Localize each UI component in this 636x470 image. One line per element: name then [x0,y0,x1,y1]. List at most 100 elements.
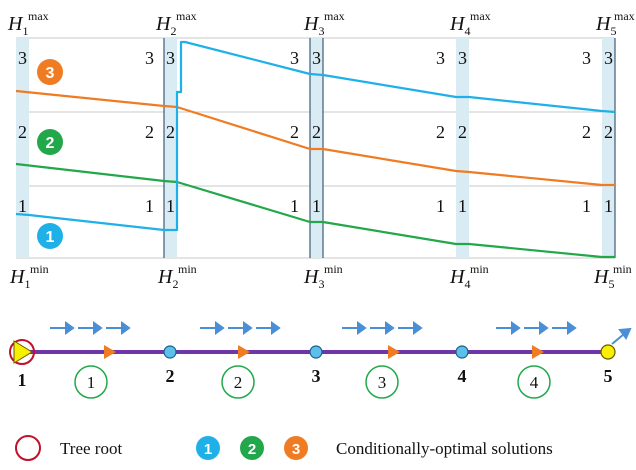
level-1-col4a: 1 [436,196,445,216]
direction-arrow-2 [238,345,250,359]
flow-arrows-seg3 [342,321,423,335]
h5-max-sup: max [614,9,635,23]
level-1-col3b: 1 [312,196,321,216]
level-2-col2b: 2 [166,122,175,142]
level-3-col2a: 3 [145,48,154,68]
level-2-col5b: 2 [604,122,613,142]
badge-blue-circle [37,223,63,249]
h1-max-label: H1 [7,13,28,38]
node-4 [455,345,469,359]
h5-min-sup: min [613,262,632,276]
flow-arrows-seg2 [200,321,281,335]
segment-labels: 1 2 3 4 [74,365,551,399]
direction-arrow-4 [532,345,544,359]
legend: Tree root 1 2 3 Conditionally-optimal so… [15,435,553,461]
stage-column-4 [456,38,469,258]
level-3-col4b: 3 [458,48,467,68]
segment-label-2: 2 [234,373,243,392]
segment-circle-2 [221,365,255,399]
level-3-col2b: 3 [166,48,175,68]
h-min-labels: H1 min H2 min H3 min H4 min H5 min [9,262,632,291]
h2-min-sup: min [178,262,197,276]
h5-min-label: H5 [593,266,614,291]
h4-min-label: H4 [449,266,470,291]
flow-arrows-seg1 [50,321,131,335]
level-3-col3b: 3 [312,48,321,68]
badge-green-circle [37,129,63,155]
node-3 [309,345,323,359]
stage-column-5 [602,38,615,258]
segment-label-1: 1 [87,373,96,392]
root-circle [9,339,35,365]
path-nodes [9,339,616,365]
legend-badge-1 [196,436,220,460]
node-5 [600,344,616,360]
h3-min-sup: min [324,262,343,276]
h4-max-label: H4 [449,13,470,38]
level-1-col3a: 1 [290,196,299,216]
badge-blue-label: 1 [46,229,55,246]
level-1-col5a: 1 [582,196,591,216]
h3-max-sup: max [324,9,345,23]
badge-orange-circle [37,59,63,85]
node-label-4: 4 [458,366,467,386]
node-labels: 1 2 3 4 5 [18,366,613,390]
legend-badge-1-label: 1 [204,441,212,458]
solution-line-orange [15,89,615,187]
level-2-col1: 2 [18,122,27,142]
level-2-col3a: 2 [290,122,299,142]
h-max-labels: H1 max H2 max H3 max H4 max H5 max [7,9,635,38]
level-2-col4b: 2 [458,122,467,142]
flow-arrows [50,321,632,345]
level-numbers: 3 2 1 3 3 2 2 1 1 3 3 2 2 1 1 3 3 2 2 1 … [18,48,613,216]
legend-badge-2-label: 2 [248,441,256,458]
badge-green-label: 2 [46,135,55,152]
level-1-col1: 1 [18,196,27,216]
level-3-col1: 3 [18,48,27,68]
h2-max-sup: max [176,9,197,23]
legend-badge-3 [284,436,308,460]
legend-tree-root-icon [15,435,41,461]
level-2-col5a: 2 [582,122,591,142]
level-3-col4a: 3 [436,48,445,68]
h4-max-sup: max [470,9,491,23]
line-badges: 3 2 1 [37,59,63,249]
h2-min-label: H2 [157,266,178,291]
direction-arrow-3 [388,345,400,359]
root-play-icon [13,340,33,364]
h1-min-sup: min [30,262,49,276]
legend-solutions-label: Conditionally-optimal solutions [336,439,553,458]
h3-max-label: H3 [303,13,324,38]
level-1-col5b: 1 [604,196,613,216]
h1-min-label: H1 [9,266,30,291]
level-1-col2b: 1 [166,196,175,216]
solution-line-blue [15,40,616,232]
level-1-col2a: 1 [145,196,154,216]
segment-circle-4 [517,365,551,399]
h2-max-label: H2 [155,13,176,38]
level-2-col3b: 2 [312,122,321,142]
direction-arrow-1 [104,345,116,359]
node-label-2: 2 [166,366,175,386]
direction-arrows [104,345,544,359]
segment-circle-3 [365,365,399,399]
h3-min-label: H3 [303,266,324,291]
level-3-col5b: 3 [604,48,613,68]
legend-badge-3-label: 3 [292,441,300,458]
level-1-col4b: 1 [458,196,467,216]
exit-arrow [611,327,632,345]
legend-badge-2 [240,436,264,460]
node-label-5: 5 [604,366,613,386]
h1-max-sup: max [28,9,49,23]
level-2-col4a: 2 [436,122,445,142]
level-3-col3a: 3 [290,48,299,68]
stage-column-1 [16,38,29,258]
solution-lines [15,40,616,259]
segment-label-4: 4 [530,373,539,392]
node-2 [163,345,177,359]
badge-orange-label: 3 [46,65,55,82]
solution-line-green [15,162,615,259]
segment-circle-1 [74,365,108,399]
h5-max-label: H5 [595,13,616,38]
